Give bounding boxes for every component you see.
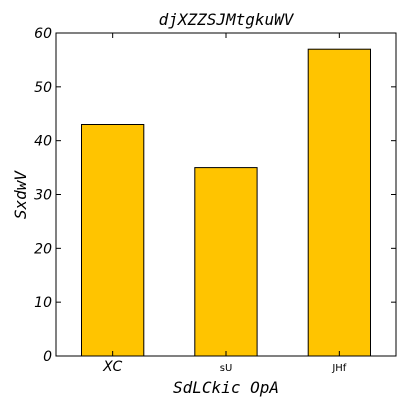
bar-XC [81,124,145,357]
x-tick-label: XC [102,359,122,375]
x-tick-label: sU [220,363,233,374]
bar-sU [194,167,258,357]
x-axis-label: SdLCkic OpA [173,378,279,397]
y-axis: 0 10 20 30 40 50 60 [34,26,396,365]
y-tick-label: 30 [34,188,52,204]
y-tick-label: 0 [43,349,52,365]
y-tick-label: 20 [34,241,52,257]
y-axis-label: SxdwV [11,170,30,220]
y-tick-label: 40 [34,134,52,150]
y-tick-label: 50 [34,80,52,96]
bar-JHf [307,48,372,357]
chart-title: djXZZSJMtgkuWV [159,10,295,29]
y-tick-label: 60 [34,26,52,42]
y-tick-label: 10 [34,295,52,311]
x-tick-label: JHf [331,363,346,374]
x-axis: XC sU JHf [102,33,347,375]
bars-group [81,48,372,357]
